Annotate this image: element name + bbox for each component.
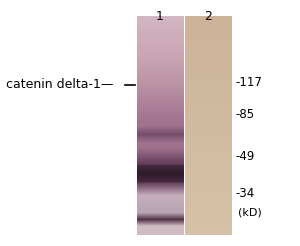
Text: -85: -85: [235, 108, 254, 121]
Text: catenin delta-1—: catenin delta-1—: [6, 78, 113, 91]
Text: -117: -117: [235, 76, 262, 89]
Text: -49: -49: [235, 150, 254, 163]
Text: -34: -34: [235, 187, 254, 200]
Text: (kD): (kD): [238, 208, 262, 218]
Text: 2: 2: [204, 10, 212, 23]
Text: 1: 1: [156, 10, 164, 23]
